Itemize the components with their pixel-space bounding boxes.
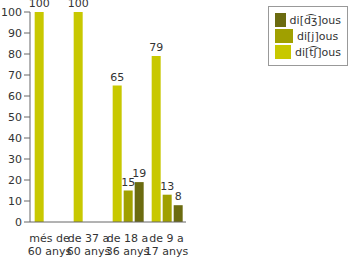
svg-text:100: 100	[8, 6, 22, 19]
svg-text:65: 65	[110, 71, 124, 84]
svg-text:80: 80	[8, 48, 22, 61]
svg-text:79: 79	[149, 41, 163, 54]
html-text:di[d͡ʒ]ous: di[d͡ʒ]ous	[289, 13, 341, 27]
svg-text:0: 0	[15, 216, 22, 229]
svg-text:100: 100	[29, 0, 50, 10]
html-text:di[j]ous: di[j]ous	[297, 29, 339, 43]
svg-text:50: 50	[8, 111, 22, 124]
svg-text:70: 70	[8, 69, 22, 82]
svg-text:13: 13	[160, 180, 174, 193]
svg-text:10: 10	[8, 195, 22, 208]
svg-text:60: 60	[8, 90, 22, 103]
html-text:di[t͡ʃ]ous: di[t͡ʃ]ous	[294, 45, 341, 59]
svg-text:30: 30	[8, 153, 22, 166]
svg-text:90: 90	[8, 27, 22, 40]
svg-text:20: 20	[8, 174, 22, 187]
svg-text:19: 19	[132, 167, 146, 180]
svg-text:40: 40	[8, 132, 22, 145]
svg-text:de 9 a17 anys: de 9 a17 anys	[145, 232, 189, 258]
svg-text:8: 8	[175, 190, 182, 203]
svg-text:15: 15	[121, 175, 136, 189]
svg-text:100: 100	[68, 0, 89, 10]
svg-text:més de60 anys: més de60 anys	[28, 232, 72, 258]
svg-text:de 18 a36 anys: de 18 a36 anys	[106, 232, 150, 258]
svg-text:de 37 a60 anys: de 37 a60 anys	[67, 232, 111, 258]
